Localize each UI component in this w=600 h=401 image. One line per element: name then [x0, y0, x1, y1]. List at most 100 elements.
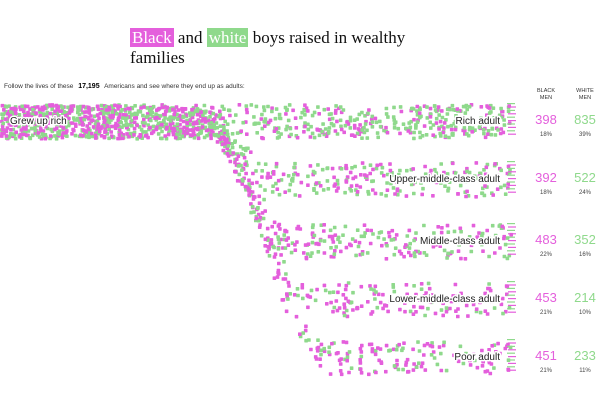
- intro: Follow the lives of these 17,195 America…: [4, 83, 245, 90]
- dot: [14, 111, 18, 116]
- dot: [441, 313, 445, 318]
- dot: [263, 162, 268, 166]
- dot: [62, 111, 66, 115]
- dot: [430, 293, 435, 297]
- dot: [327, 126, 332, 130]
- dot: [241, 120, 245, 125]
- dot: [417, 361, 421, 365]
- dot: [33, 117, 37, 122]
- dot: [252, 210, 256, 214]
- black-count: 453: [535, 290, 557, 305]
- dot: [386, 115, 390, 119]
- dot: [298, 332, 302, 336]
- dot: [92, 114, 97, 119]
- dot: [480, 348, 484, 353]
- dot: [418, 130, 422, 135]
- dot: [334, 189, 339, 193]
- dot: [200, 125, 205, 129]
- dot: [345, 120, 349, 124]
- band-edge: [508, 369, 516, 371]
- dot: [349, 184, 354, 188]
- dot: [438, 244, 442, 248]
- dot: [447, 135, 451, 140]
- dot: [236, 164, 241, 168]
- dot: [181, 119, 186, 124]
- dot: [139, 106, 143, 110]
- dot: [432, 231, 436, 235]
- dot: [383, 303, 387, 307]
- dot: [465, 189, 469, 194]
- dot: [442, 178, 447, 183]
- dot: [499, 168, 503, 173]
- dot: [376, 135, 380, 140]
- dot: [418, 107, 422, 112]
- dot: [261, 216, 266, 221]
- dot: [266, 244, 270, 249]
- dot: [355, 228, 360, 232]
- dot: [279, 132, 283, 136]
- dot: [22, 122, 26, 127]
- dot: [116, 107, 120, 111]
- dot: [226, 154, 231, 158]
- dot: [31, 107, 35, 112]
- white-count: 214: [574, 290, 596, 305]
- dot: [396, 126, 401, 131]
- dot: [356, 244, 361, 249]
- dot: [379, 230, 384, 234]
- dot: [370, 179, 374, 184]
- dot: [239, 129, 243, 133]
- dot: [298, 227, 303, 231]
- dot: [8, 117, 12, 122]
- dot: [276, 130, 280, 135]
- dot: [483, 291, 487, 296]
- band-edge: [507, 103, 515, 105]
- dot: [362, 165, 367, 170]
- dot: [392, 126, 397, 130]
- dot: [464, 303, 469, 308]
- dot: [376, 235, 381, 240]
- dot: [36, 121, 40, 126]
- dot: [498, 131, 503, 136]
- dot: [462, 126, 467, 130]
- dot: [286, 280, 291, 285]
- dot: [441, 130, 445, 135]
- dot: [322, 107, 327, 112]
- dot: [344, 245, 349, 250]
- dot: [168, 115, 172, 120]
- dot: [283, 246, 288, 250]
- dot: [272, 220, 277, 225]
- dot: [453, 127, 458, 132]
- dot: [338, 118, 343, 123]
- dot: [495, 187, 500, 191]
- dot: [247, 178, 251, 183]
- dot: [57, 129, 62, 133]
- dot: [495, 297, 500, 301]
- dot: [384, 193, 388, 198]
- dot: [434, 116, 439, 121]
- dot: [200, 119, 204, 123]
- dot: [448, 107, 452, 112]
- dot: [188, 128, 192, 132]
- dot: [263, 117, 268, 121]
- dot: [292, 165, 296, 170]
- dot: [409, 253, 413, 258]
- dot: [202, 135, 207, 140]
- dot: [292, 293, 297, 297]
- dot: [359, 284, 364, 289]
- dot: [418, 305, 423, 310]
- dot: [308, 135, 313, 139]
- dot: [319, 223, 324, 227]
- dot: [281, 172, 286, 177]
- dot: [473, 358, 477, 363]
- dot: [367, 342, 372, 347]
- dot: [487, 348, 491, 352]
- dot: [362, 223, 367, 227]
- dot: [336, 186, 340, 190]
- dot: [363, 122, 368, 126]
- dot: [58, 122, 63, 127]
- dot: [397, 296, 402, 300]
- dot: [487, 360, 492, 365]
- dot: [481, 249, 485, 253]
- dot: [216, 134, 221, 138]
- dot: [477, 231, 481, 235]
